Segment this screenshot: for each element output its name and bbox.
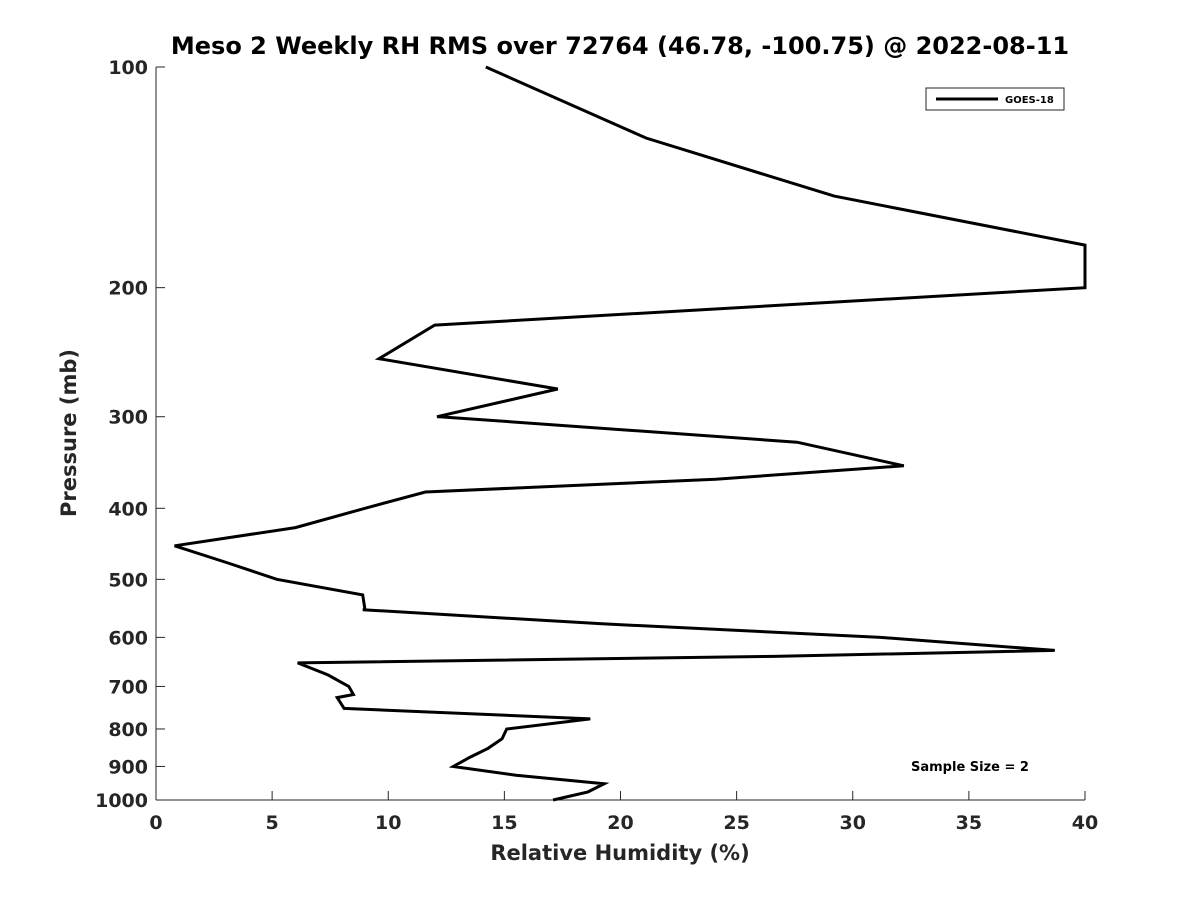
series-layer: [174, 65, 1087, 802]
y-tick-label-700: 700: [108, 676, 148, 698]
y-tick-label-800: 800: [108, 719, 148, 741]
x-tick-label-30: 30: [840, 812, 866, 834]
x-tick-label-35: 35: [956, 812, 982, 834]
y-tick-label-1000: 1000: [95, 790, 148, 812]
plot-background: [156, 67, 1085, 800]
y-tick-label-600: 600: [108, 627, 148, 649]
y-tick-label-400: 400: [108, 498, 148, 520]
x-tick-label-15: 15: [491, 812, 517, 834]
x-tick-label-20: 20: [607, 812, 633, 834]
x-axis: 0 5 10 15 20 25 30 35 40: [149, 791, 1098, 834]
y-axis: 100 200 300 400 500 600 700 800 900 1000: [95, 57, 165, 812]
sample-size-annotation: Sample Size = 2: [911, 760, 1029, 775]
x-axis-label: Relative Humidity (%): [490, 841, 749, 865]
x-tick-label-25: 25: [723, 812, 749, 834]
y-tick-label-500: 500: [108, 569, 148, 591]
y-tick-label-200: 200: [108, 278, 148, 300]
x-tick-label-0: 0: [149, 812, 162, 834]
legend-label-goes-18: GOES-18: [1005, 95, 1054, 106]
y-tick-label-300: 300: [108, 407, 148, 429]
series-line-goes-18: [174, 65, 1087, 802]
y-axis-label: Pressure (mb): [57, 349, 81, 517]
x-tick-label-10: 10: [375, 812, 401, 834]
chart-title: Meso 2 Weekly RH RMS over 72764 (46.78, …: [171, 32, 1069, 60]
y-tick-label-100: 100: [108, 57, 148, 79]
y-tick-label-900: 900: [108, 756, 148, 778]
legend: GOES-18: [925, 87, 1065, 111]
x-tick-label-5: 5: [266, 812, 279, 834]
x-tick-label-40: 40: [1072, 812, 1098, 834]
